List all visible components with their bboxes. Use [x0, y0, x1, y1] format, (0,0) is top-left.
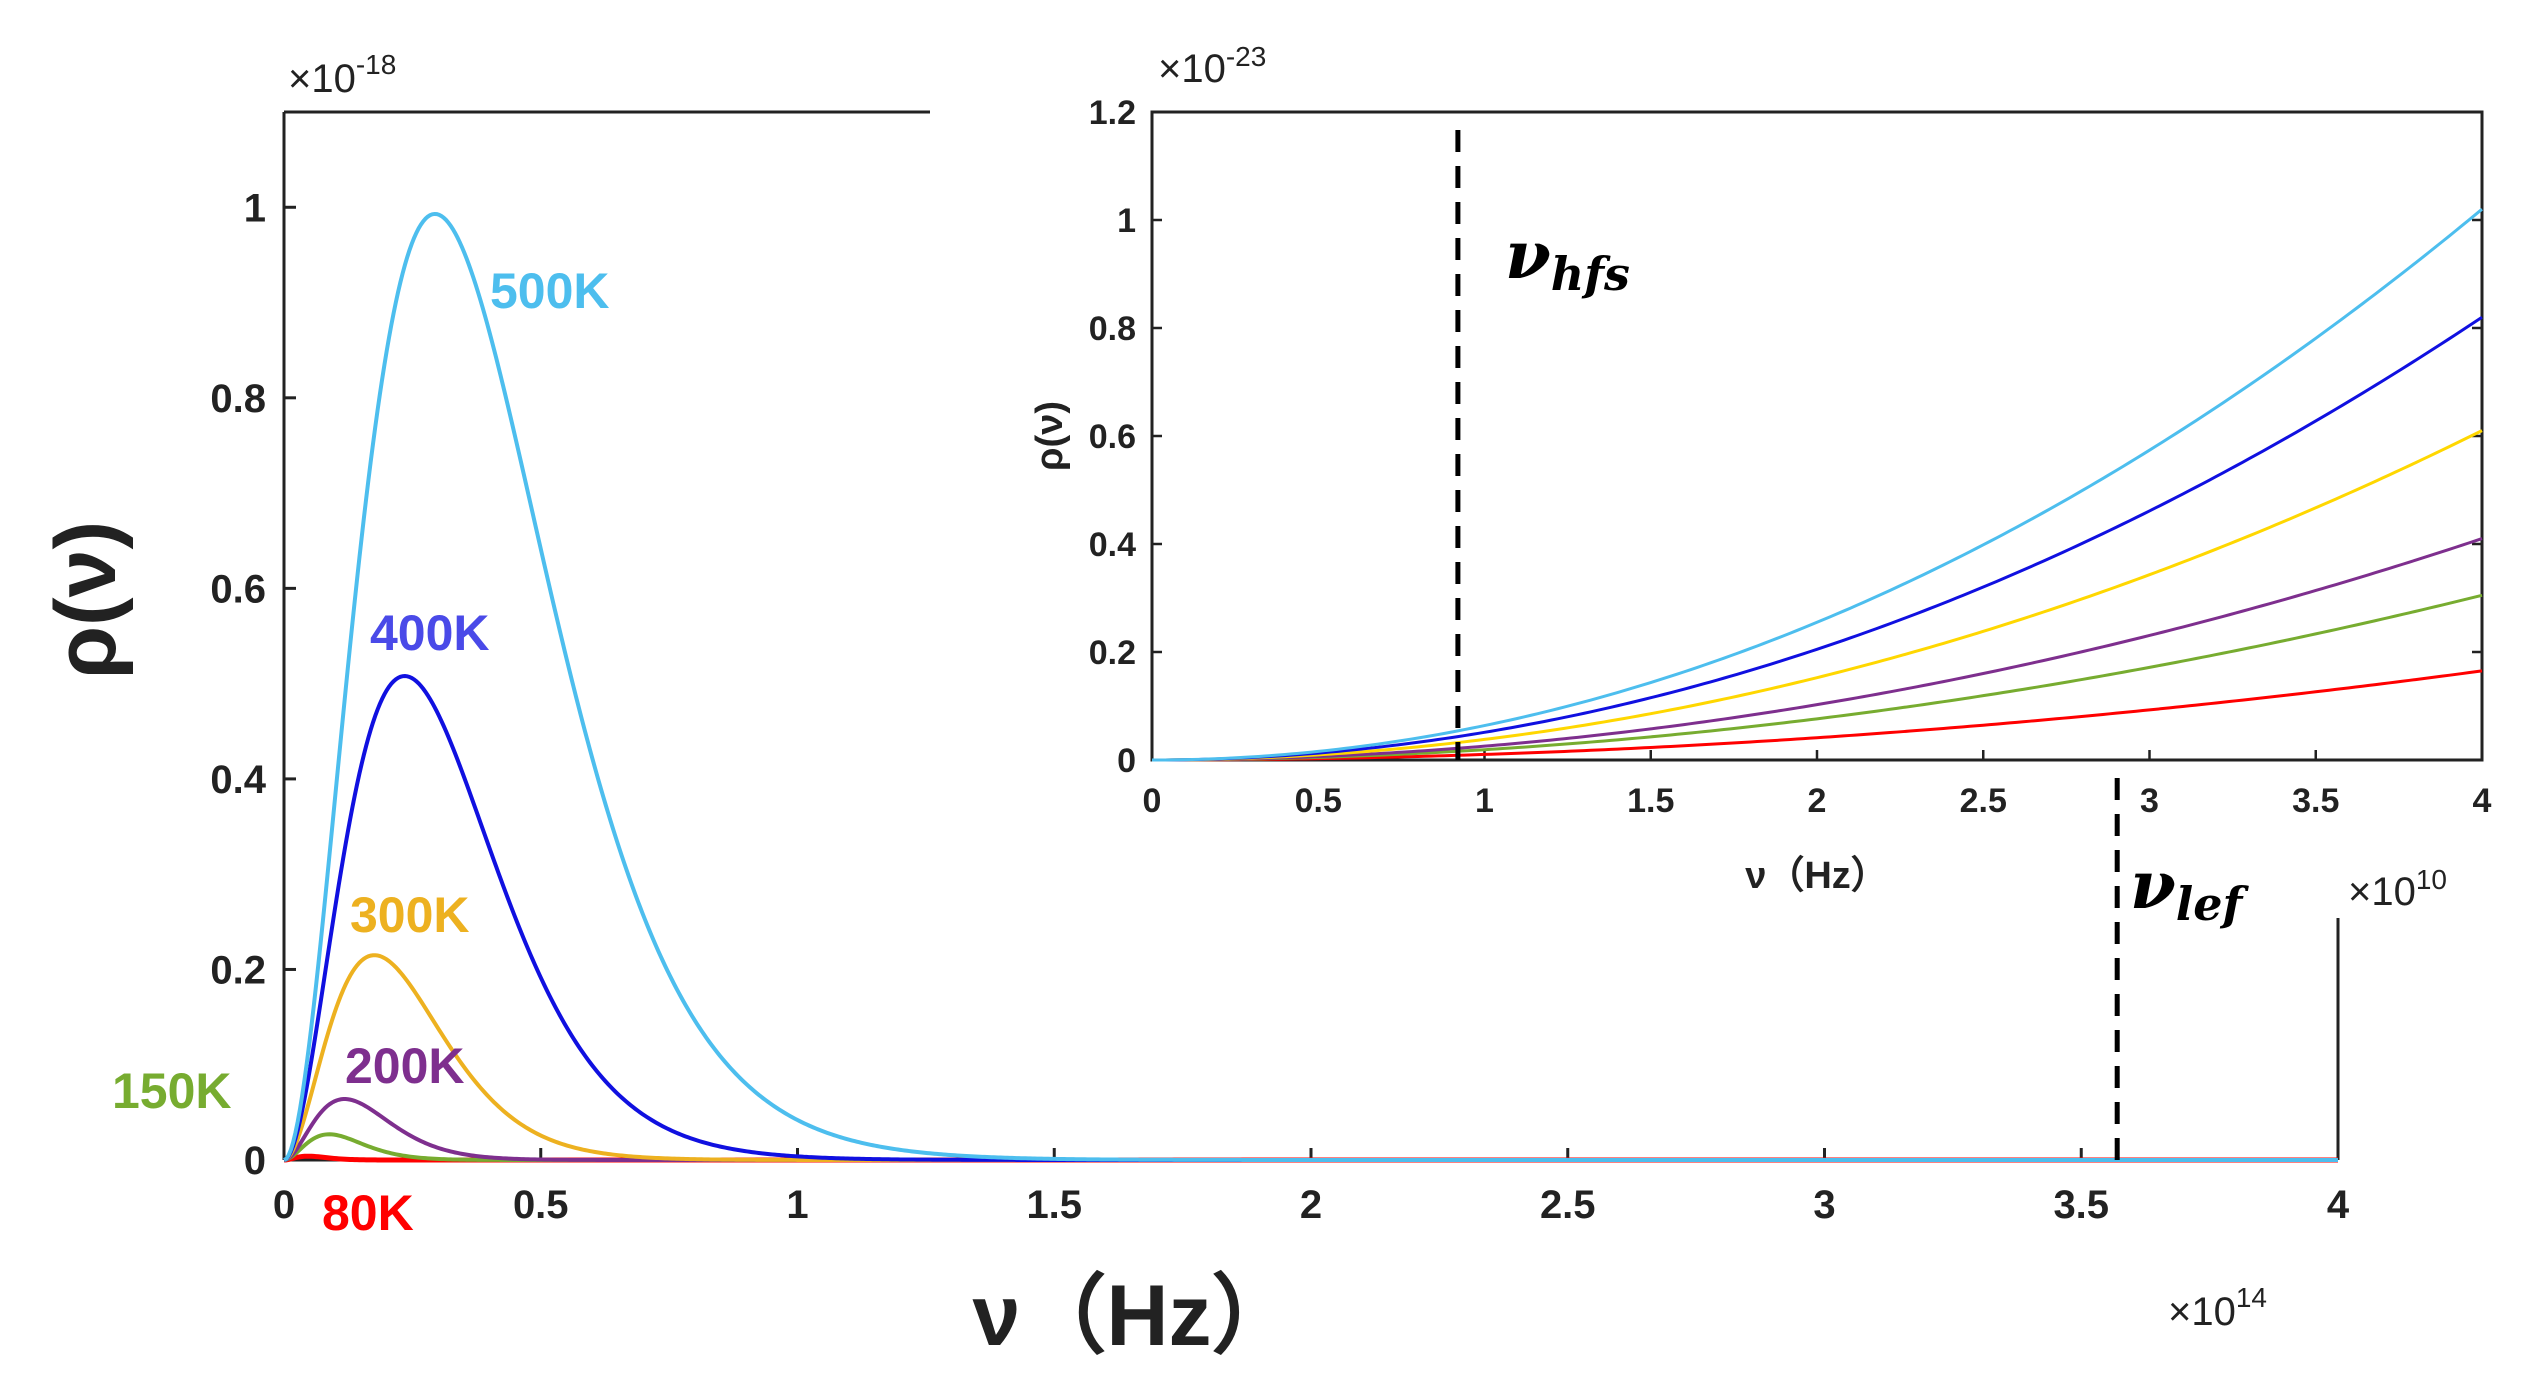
main-x-tick-label: 3 [1813, 1183, 1835, 1227]
main-x-ticks: 0 0.5 1 1.5 2 2.5 3 3.5 4 [273, 1148, 2350, 1227]
main-curves [283, 211, 2338, 1163]
series-label-80k: 80K [322, 1185, 414, 1241]
inset-x-tick-label: 4 [2473, 782, 2492, 820]
inset-curve-400k [1151, 315, 2483, 762]
main-x-multiplier: ×1014 [2168, 1282, 2267, 1334]
inset-y-multiplier: ×10-23 [1158, 41, 1266, 91]
main-y-tick-label: 0.6 [210, 567, 266, 611]
inset-y-label: ρ(ν) [1029, 401, 1071, 471]
inset-y-tick-label: 0.8 [1089, 310, 1136, 348]
main-y-tick-label: 0.4 [210, 758, 266, 802]
main-y-tick-label: 1 [244, 186, 266, 230]
inset-y-tick-label: 0.4 [1089, 526, 1136, 564]
inset-frame [1150, 110, 2484, 762]
inset-curve-500k [1151, 208, 2483, 762]
inset-plot: 0 0.5 1 1.5 2 2.5 3 3.5 4 0 0.2 0.4 0.6 0.8 1 1.2 ×10-… [1029, 41, 2492, 914]
inset-x-tick-label: 3.5 [2292, 782, 2339, 820]
main-x-label: ν（Hz） [973, 1268, 1298, 1364]
inset-x-label: ν（Hz） [1745, 855, 1889, 897]
inset-x-multiplier: ×1010 [2348, 864, 2447, 914]
inset-curve-150k [1152, 593, 2483, 762]
main-x-tick-label: 3.5 [2053, 1183, 2109, 1227]
main-x-tick-label: 2.5 [1540, 1183, 1596, 1227]
inset-x-tick-label: 3 [2140, 782, 2159, 820]
main-y-tick-label: 0.2 [210, 948, 266, 992]
inset-x-tick-label: 0 [1143, 782, 1162, 820]
main-x-tick-label: 0 [273, 1183, 295, 1227]
inset-y-tick-label: 1.2 [1089, 94, 1136, 132]
inset-y-tick-label: 0.6 [1089, 418, 1136, 456]
inset-y-ticks: 0 0.2 0.4 0.6 0.8 1 1.2 [1089, 94, 2482, 780]
nu-hfs-annotation: νhfs [1505, 216, 1630, 301]
inset-x-tick-label: 0.5 [1295, 782, 1342, 820]
nu-lef-annotation: νlef [2130, 846, 2250, 931]
main-y-tick-label: 0.8 [210, 377, 266, 421]
inset-y-tick-label: 0.2 [1089, 634, 1136, 672]
main-curve-500k [283, 211, 2338, 1162]
inset-y-tick-label: 0 [1117, 742, 1136, 780]
inset-x-tick-label: 1.5 [1627, 782, 1674, 820]
series-label-400k: 400K [370, 605, 490, 661]
inset-curve-80k [1152, 669, 2483, 762]
inset-curves [1151, 208, 2483, 762]
series-label-150k: 150K [112, 1063, 232, 1119]
inset-y-tick-label: 1 [1117, 202, 1136, 240]
series-label-300k: 300K [350, 887, 470, 943]
main-x-tick-label: 4 [2327, 1183, 2350, 1227]
main-x-tick-label: 2 [1300, 1183, 1322, 1227]
inset-x-tick-label: 2.5 [1960, 782, 2007, 820]
main-y-tick-label: 0 [244, 1139, 266, 1183]
inset-x-ticks: 0 0.5 1 1.5 2 2.5 3 3.5 4 [1143, 750, 2492, 820]
main-x-tick-label: 0.5 [513, 1183, 569, 1227]
inset-curve-300k [1151, 429, 2483, 762]
main-curve-300k [283, 953, 2338, 1162]
main-y-ticks: 0 0.2 0.4 0.6 0.8 1 [210, 186, 296, 1183]
main-plot: 0 0.5 1 1.5 2 2.5 3 3.5 4 00.20.40.60.81 ×10-18 … [38, 49, 2350, 1364]
main-y-label: ρ(ν) [38, 521, 134, 679]
main-y-multiplier: ×10-18 [288, 49, 396, 101]
series-label-200k: 200K [345, 1038, 465, 1094]
main-x-tick-label: 1.5 [1026, 1183, 1082, 1227]
main-x-tick-label: 1 [786, 1183, 808, 1227]
series-label-500k: 500K [490, 263, 610, 319]
inset-curve-200k [1151, 537, 2483, 762]
inset-x-tick-label: 1 [1475, 782, 1494, 820]
inset-x-tick-label: 2 [1808, 782, 1827, 820]
